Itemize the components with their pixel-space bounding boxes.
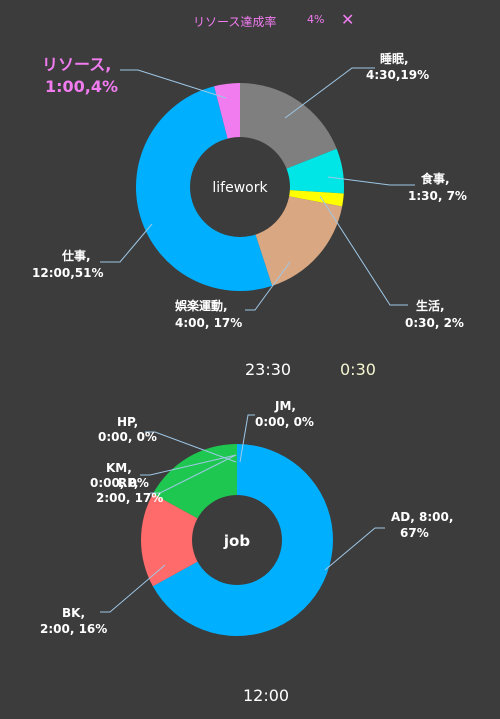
label-bk-name: BK, — [62, 606, 85, 620]
lifework-total-time: 23:30 — [245, 360, 291, 379]
label-play-name: 娯楽運動, — [175, 298, 228, 313]
label-km-value: 0:00, 0% — [90, 476, 149, 490]
lifework-center-label: lifework — [212, 180, 268, 196]
label-ad-value: 67% — [400, 526, 429, 540]
job-center-label: job — [223, 532, 250, 550]
label-rp-value: 2:00, 17% — [96, 491, 163, 505]
label-life-value: 0:30, 2% — [405, 316, 464, 330]
label-meal-name: 食事, — [420, 171, 450, 186]
label-sleep-value: 4:30,19% — [366, 68, 429, 82]
label-hp-value: 0:00, 0% — [98, 430, 157, 444]
label-resource-value: 1:00,4% — [45, 77, 118, 96]
label-jm-name: JM, — [274, 399, 296, 413]
remaining-time: 0:30 — [340, 360, 376, 379]
label-km-name: KM, — [106, 461, 132, 475]
label-work-name: 仕事, — [61, 248, 91, 263]
label-jm-value: 0:00, 0% — [255, 415, 314, 429]
label-work-value: 12:00,51% — [32, 266, 103, 280]
label-hp-name: HP, — [117, 415, 138, 429]
label-ad-name: AD, 8:00, — [391, 510, 453, 524]
label-life-name: 生活, — [416, 298, 445, 313]
label-sleep-name: 睡眠, — [380, 51, 409, 66]
label-resource-name: リソース, — [42, 55, 111, 74]
label-bk-value: 2:00, 16% — [40, 622, 107, 636]
label-play-value: 4:00, 17% — [175, 316, 242, 330]
job-total-time: 12:00 — [243, 686, 289, 705]
label-meal-value: 1:30, 7% — [408, 189, 467, 203]
